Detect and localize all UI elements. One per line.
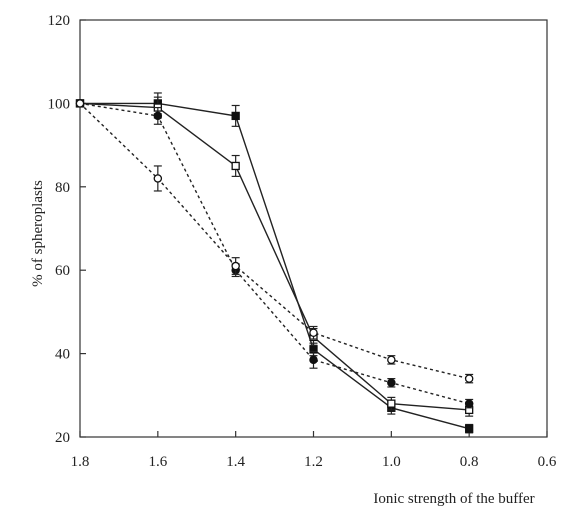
data-point bbox=[231, 111, 240, 121]
data-point bbox=[153, 174, 163, 183]
x-tick-label: 1.0 bbox=[382, 454, 401, 470]
x-tick-label: 1.8 bbox=[71, 454, 90, 470]
data-point bbox=[387, 355, 396, 365]
series-2 bbox=[75, 96, 474, 417]
series-line bbox=[80, 102, 470, 430]
y-tick-label: 120 bbox=[48, 13, 71, 29]
data-point bbox=[309, 355, 318, 365]
x-tick-label: 1.6 bbox=[148, 454, 167, 470]
data-point bbox=[231, 261, 240, 271]
data-point bbox=[153, 111, 163, 121]
series-line bbox=[79, 102, 470, 405]
x-tick-label: 0.8 bbox=[460, 454, 479, 470]
y-tick-label: 40 bbox=[55, 347, 70, 363]
plot-frame bbox=[79, 19, 548, 438]
series-line bbox=[79, 102, 470, 380]
data-point bbox=[309, 328, 318, 337]
x-tick-label: 0.6 bbox=[538, 454, 557, 470]
data-point bbox=[231, 161, 240, 171]
x-axis-title: Ionic strength of the buffer bbox=[373, 491, 534, 507]
data-point bbox=[464, 399, 474, 408]
series-layer bbox=[75, 92, 474, 434]
data-point bbox=[75, 99, 85, 108]
data-point bbox=[387, 378, 396, 388]
series-4 bbox=[75, 99, 474, 384]
y-axis-title: % of spheroplasts bbox=[30, 180, 46, 287]
y-tick-label: 20 bbox=[55, 430, 70, 446]
series-1 bbox=[75, 92, 474, 434]
series-line bbox=[79, 102, 470, 411]
data-point bbox=[465, 424, 474, 433]
data-point bbox=[387, 399, 396, 408]
series-3 bbox=[75, 99, 474, 409]
data-point bbox=[464, 374, 474, 383]
y-tick-label: 80 bbox=[55, 180, 70, 196]
y-tick-label: 60 bbox=[55, 263, 70, 279]
x-tick-label: 1.4 bbox=[226, 454, 245, 470]
x-tick-label: 1.2 bbox=[304, 454, 323, 470]
axes: 20 40 60 80 100 120 1.8 1.6 1.4 1.2 1.0 0.8 0.6 bbox=[48, 13, 557, 470]
y-tick-label: 100 bbox=[48, 96, 71, 112]
